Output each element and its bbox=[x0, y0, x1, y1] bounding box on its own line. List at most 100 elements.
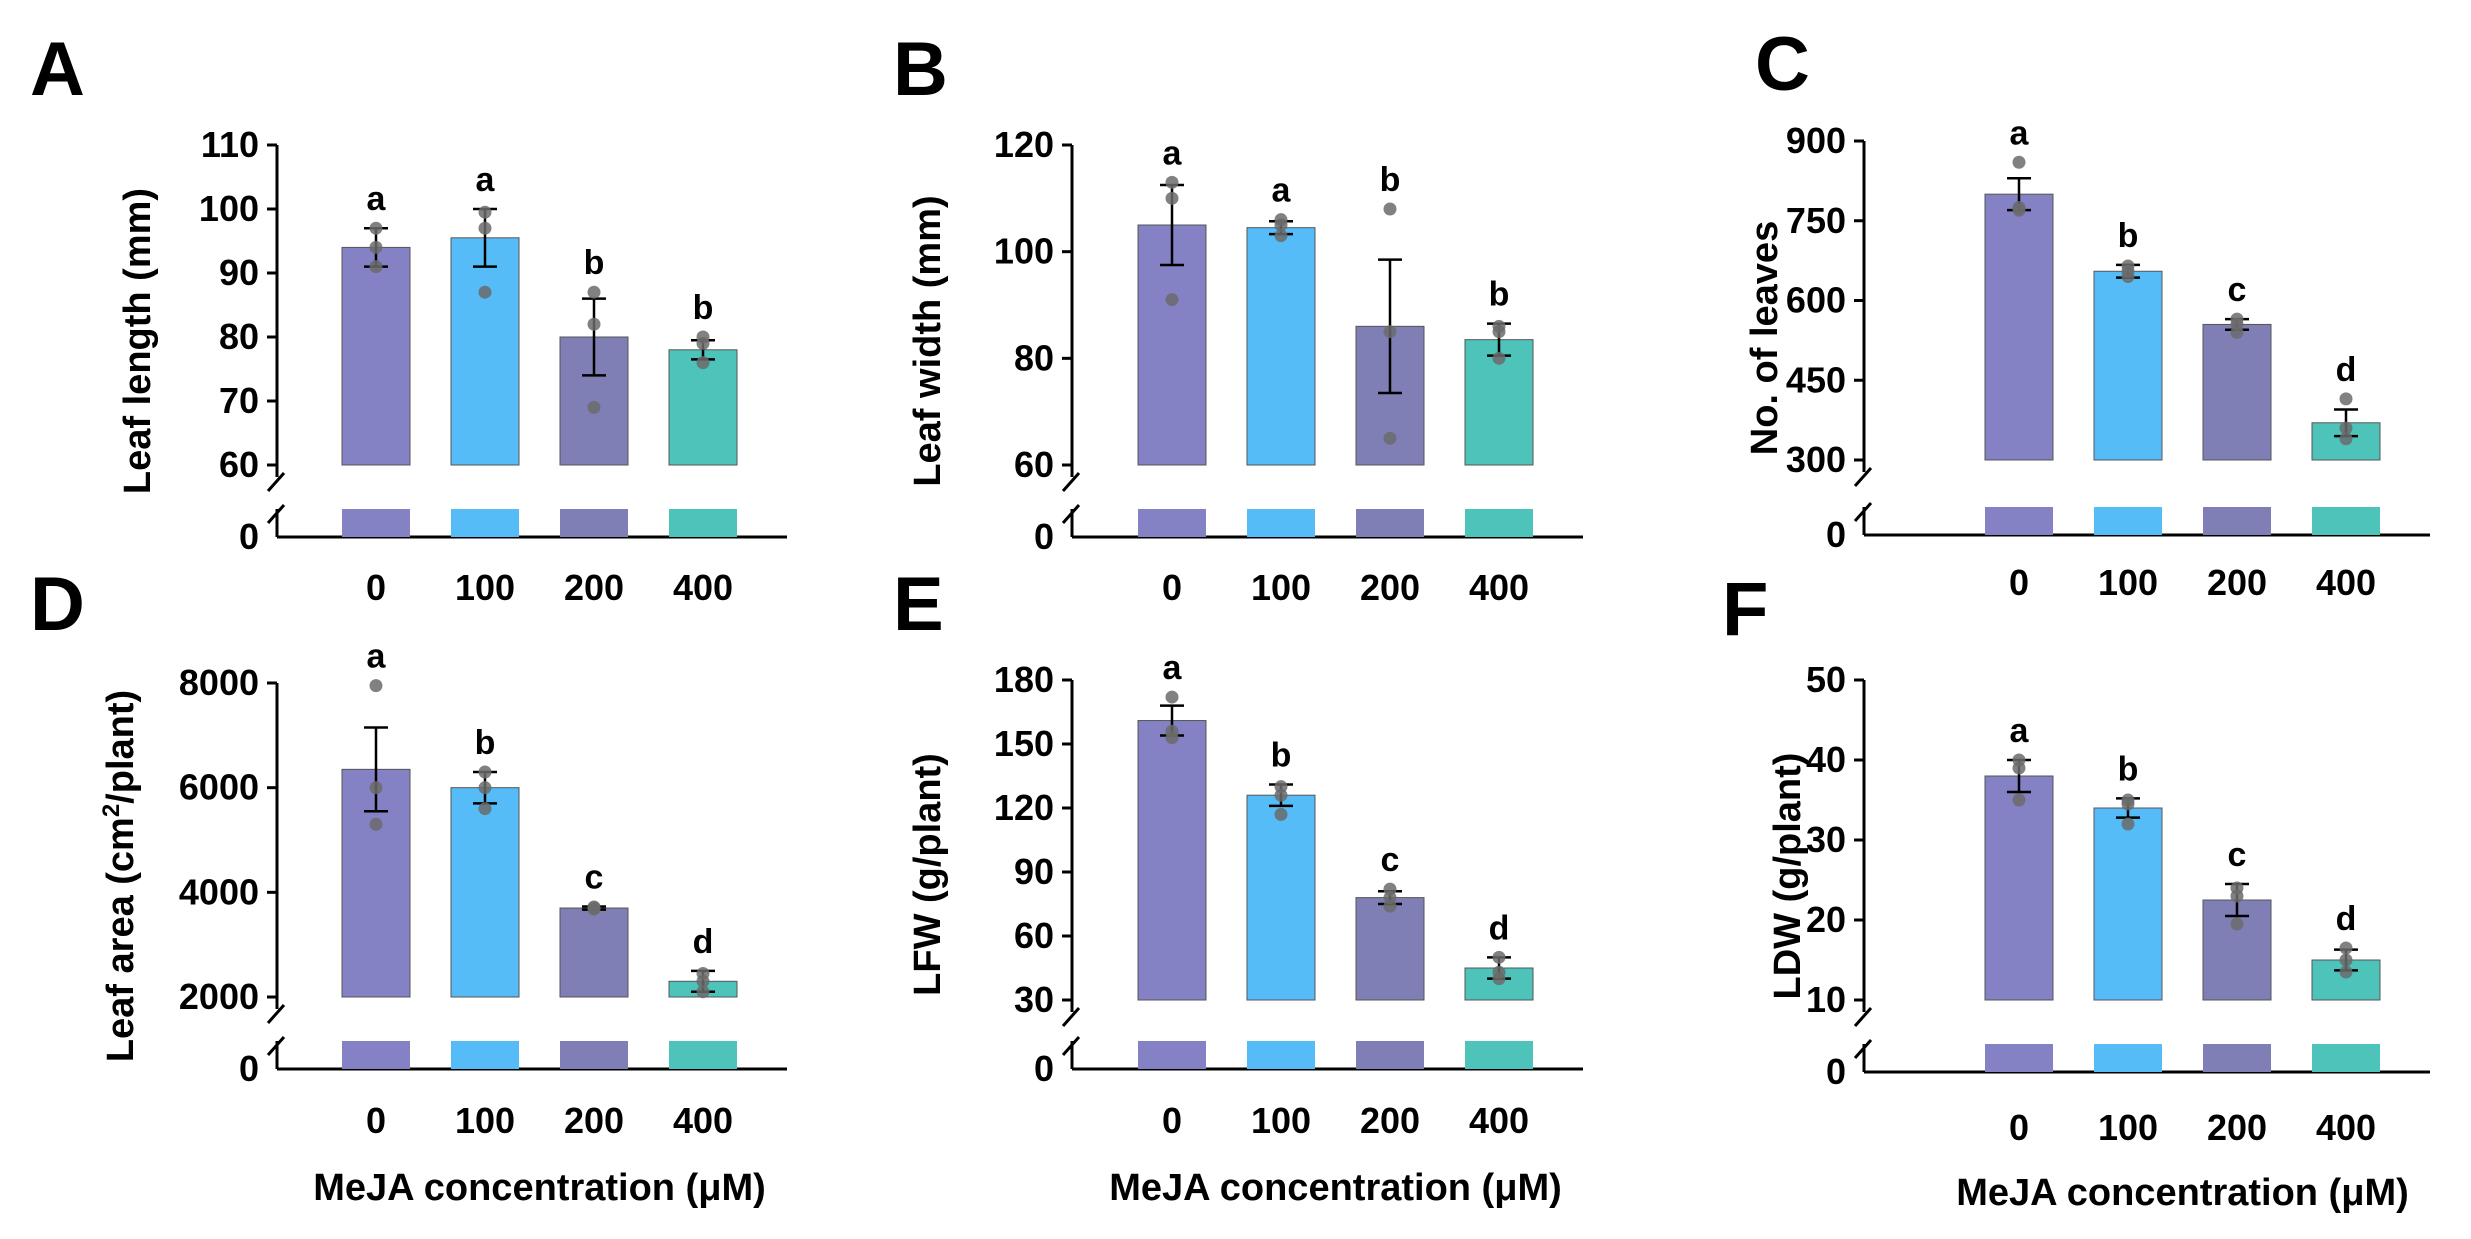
significance-letter: c bbox=[1381, 841, 1400, 879]
panel-a: A 60 70 80 90 100 110 0 Leaf length (mm) a 0 a 100 b 2… bbox=[30, 27, 787, 608]
y-tick-label-zero: 0 bbox=[239, 1048, 259, 1089]
axis-break-mark bbox=[266, 1036, 286, 1056]
y-tick-label: 600 bbox=[1786, 280, 1846, 321]
data-point bbox=[696, 330, 710, 344]
data-point bbox=[696, 966, 710, 980]
x-tick-label: 200 bbox=[1360, 567, 1420, 608]
data-point bbox=[2121, 817, 2135, 831]
significance-letter: d bbox=[2336, 900, 2357, 938]
y-tick-label: 30 bbox=[1806, 819, 1846, 860]
x-tick-label: 100 bbox=[455, 1100, 515, 1141]
significance-letter: a bbox=[1272, 172, 1292, 210]
significance-letter: c bbox=[2228, 271, 2247, 309]
y-tick-label: 10 bbox=[1806, 979, 1846, 1020]
x-axis-label: MeJA concentration (μM) bbox=[313, 1167, 766, 1209]
significance-letter: a bbox=[1163, 649, 1183, 687]
y-tick-label-zero: 0 bbox=[1034, 516, 1054, 557]
x-tick-label: 0 bbox=[2009, 1107, 2029, 1148]
significance-letter: b bbox=[475, 724, 496, 762]
x-tick-label: 400 bbox=[1469, 1100, 1529, 1141]
data-point bbox=[1492, 965, 1506, 979]
panel-e: E 30 60 90 120 150 180 0 LFW (g/plant) a 0 b 100 c 200… bbox=[893, 562, 1583, 1209]
panel-b: B 60 80 100 120 0 Leaf width (mm) a 0 a 100 b 200 b 40… bbox=[893, 27, 1583, 608]
y-tick-label: 60 bbox=[219, 444, 259, 485]
significance-letter: b bbox=[584, 244, 605, 282]
bar bbox=[1246, 794, 1316, 1001]
bar bbox=[2093, 270, 2163, 461]
significance-letter: b bbox=[2118, 750, 2139, 788]
bar-stub bbox=[451, 509, 519, 537]
panel-letter-a: A bbox=[30, 27, 85, 112]
data-point bbox=[2339, 392, 2353, 406]
data-point bbox=[1274, 780, 1288, 794]
x-tick-label: 200 bbox=[1360, 1100, 1420, 1141]
data-point bbox=[1492, 950, 1506, 964]
y-tick-label: 2000 bbox=[179, 976, 259, 1017]
x-axis-label: MeJA concentration (μM) bbox=[1956, 1172, 2409, 1214]
data-point bbox=[369, 240, 383, 254]
bar-stub bbox=[451, 1041, 519, 1069]
y-tick-label: 110 bbox=[201, 124, 259, 165]
bar-stub bbox=[1465, 509, 1533, 537]
data-point bbox=[1383, 431, 1397, 445]
x-tick-label: 0 bbox=[2009, 562, 2029, 603]
y-tick-label: 20 bbox=[1806, 899, 1846, 940]
y-tick-label: 4000 bbox=[179, 871, 259, 912]
x-tick-label: 400 bbox=[2316, 1107, 2376, 1148]
data-point bbox=[369, 781, 383, 795]
bar-stub bbox=[1356, 509, 1424, 537]
axis-break-mark bbox=[1853, 502, 1873, 522]
panel-letter-f: F bbox=[1722, 567, 1768, 652]
x-tick-label: 200 bbox=[564, 1100, 624, 1141]
data-point bbox=[2230, 917, 2244, 931]
bar-stub bbox=[2094, 507, 2162, 535]
bar bbox=[1984, 775, 2054, 1001]
bar-stub bbox=[1138, 509, 1206, 537]
y-axis-label: No. of leaves bbox=[1744, 221, 1786, 455]
data-point bbox=[1383, 202, 1397, 216]
bar-stub bbox=[2203, 507, 2271, 535]
data-point bbox=[2012, 793, 2026, 807]
data-point bbox=[478, 205, 492, 219]
y-tick-label: 80 bbox=[219, 316, 259, 357]
x-tick-label: 100 bbox=[1251, 1100, 1311, 1141]
y-tick-label-zero: 0 bbox=[1826, 514, 1846, 555]
data-point bbox=[2339, 421, 2353, 435]
x-tick-label: 400 bbox=[673, 1100, 733, 1141]
bar bbox=[341, 246, 411, 466]
bar bbox=[1984, 193, 2054, 461]
bar-stub bbox=[2312, 1044, 2380, 1072]
x-tick-label: 0 bbox=[366, 567, 386, 608]
y-tick-label-zero: 0 bbox=[1826, 1051, 1846, 1092]
y-axis-label: LDW (g/plant) bbox=[1767, 753, 1809, 1000]
y-tick-label: 750 bbox=[1786, 200, 1846, 241]
axis-break-mark bbox=[266, 504, 286, 524]
data-point bbox=[2339, 965, 2353, 979]
bar-stub bbox=[2094, 1044, 2162, 1072]
x-tick-label: 0 bbox=[366, 1100, 386, 1141]
data-point bbox=[2339, 941, 2353, 955]
axis-break-mark bbox=[1853, 1007, 1873, 1027]
y-tick-label: 120 bbox=[994, 787, 1054, 828]
data-point bbox=[2339, 953, 2353, 967]
bar-stub bbox=[1247, 1041, 1315, 1069]
data-point bbox=[2012, 155, 2026, 169]
data-point bbox=[1274, 213, 1288, 227]
data-point bbox=[587, 900, 601, 914]
bar-stub bbox=[669, 509, 737, 537]
data-point bbox=[1165, 191, 1179, 205]
y-tick-label: 90 bbox=[1014, 851, 1054, 892]
data-point bbox=[478, 221, 492, 235]
x-tick-label: 0 bbox=[1162, 567, 1182, 608]
data-point bbox=[369, 221, 383, 235]
bar-stub bbox=[560, 509, 628, 537]
y-tick-label: 180 bbox=[994, 659, 1054, 700]
panel-c: C 300 450 600 750 900 0 No. of leaves a 0 b 100 c 200… bbox=[1744, 22, 2430, 603]
data-point bbox=[369, 260, 383, 274]
data-point bbox=[1165, 175, 1179, 189]
bar-stub bbox=[560, 1041, 628, 1069]
y-tick-label: 100 bbox=[199, 188, 259, 229]
axis-break-mark bbox=[1853, 1039, 1873, 1059]
